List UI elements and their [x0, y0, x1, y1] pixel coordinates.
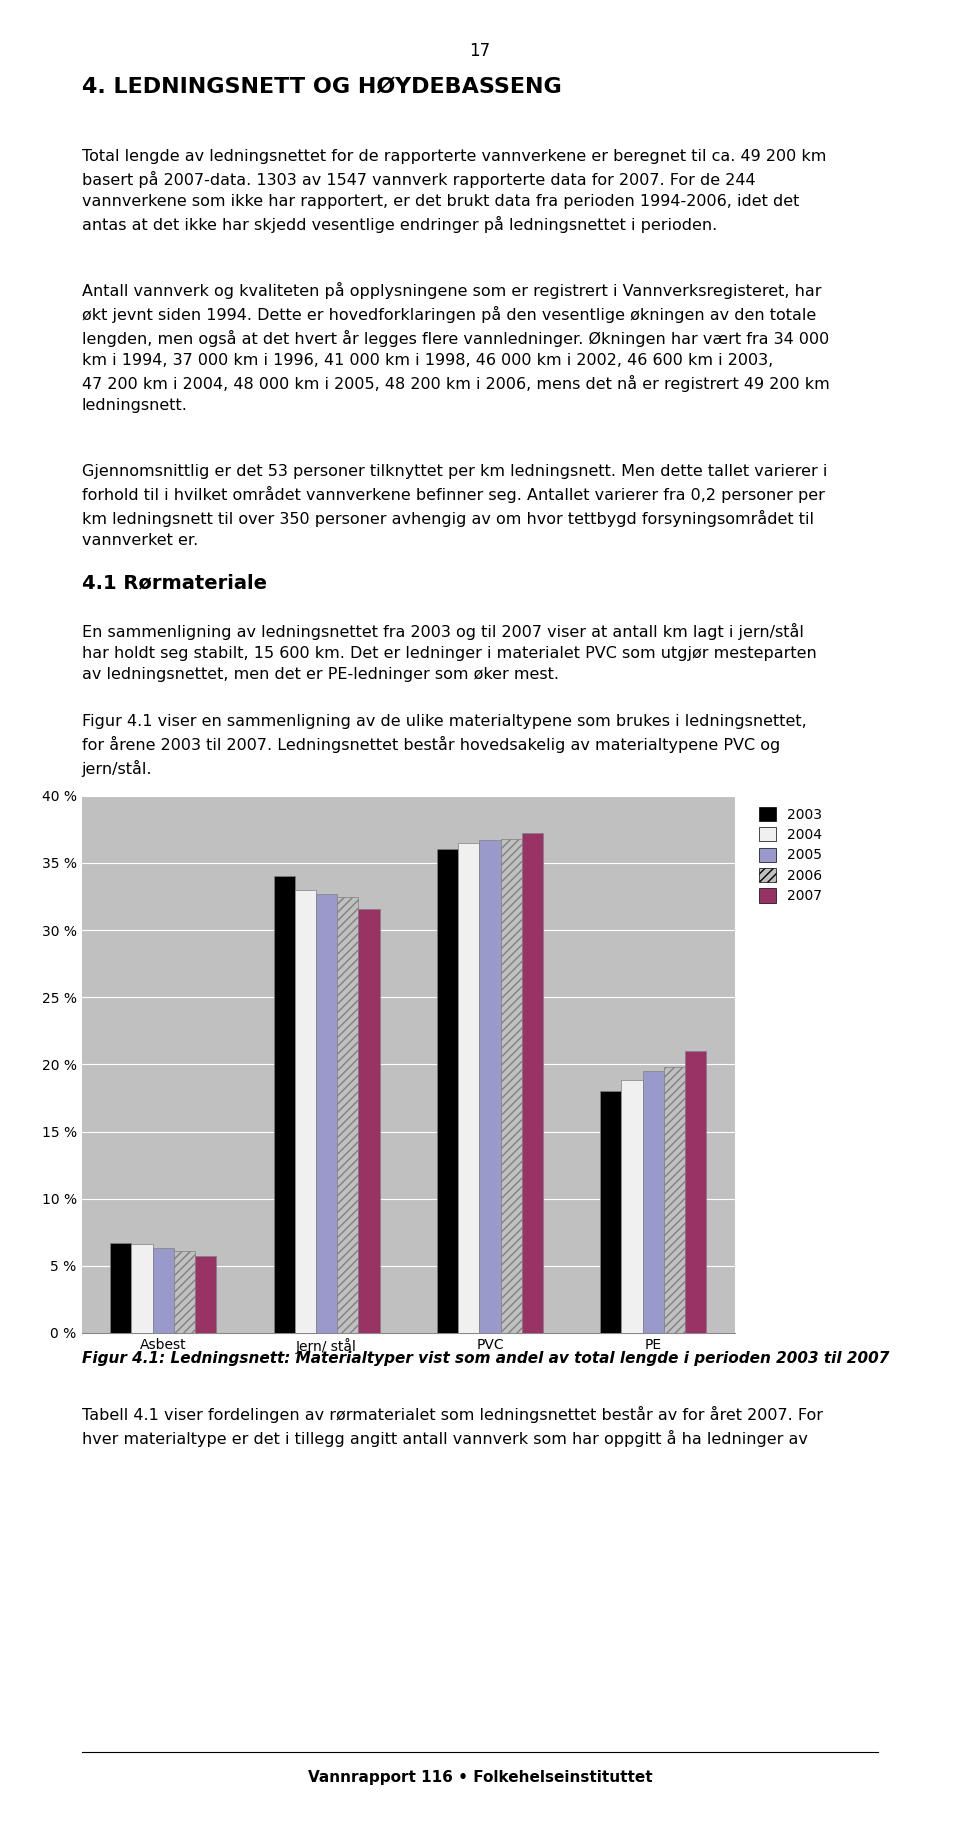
Legend: 2003, 2004, 2005, 2006, 2007: 2003, 2004, 2005, 2006, 2007 — [755, 803, 827, 907]
Bar — [664, 1067, 685, 1333]
Bar — [337, 896, 358, 1333]
Text: Total lengde av ledningsnettet for de rapporterte vannverkene er beregnet til ca: Total lengde av ledningsnettet for de ra… — [82, 149, 826, 233]
Bar — [132, 1244, 153, 1333]
Text: 17: 17 — [469, 42, 491, 60]
Bar — [621, 1080, 642, 1333]
Bar — [295, 890, 316, 1333]
Text: Vannrapport 116 • Folkehelseinstituttet: Vannrapport 116 • Folkehelseinstituttet — [308, 1770, 652, 1785]
Text: Antall vannverk og kvaliteten på opplysningene som er registrert i Vannverksregi: Antall vannverk og kvaliteten på opplysn… — [82, 282, 829, 413]
Bar — [437, 849, 458, 1333]
Bar — [642, 1071, 664, 1333]
Bar — [316, 894, 337, 1333]
Text: Tabell 4.1 viser fordelingen av rørmaterialet som ledningsnettet består av for å: Tabell 4.1 viser fordelingen av rørmater… — [82, 1406, 823, 1448]
Bar — [600, 1091, 621, 1333]
Bar — [153, 1249, 174, 1333]
Bar — [358, 909, 380, 1333]
Text: En sammenligning av ledningsnettet fra 2003 og til 2007 viser at antall km lagt : En sammenligning av ledningsnettet fra 2… — [82, 623, 816, 681]
Bar — [110, 1244, 132, 1333]
Bar — [500, 839, 522, 1333]
Bar — [522, 834, 543, 1333]
Text: Gjennomsnittlig er det 53 personer tilknyttet per km ledningsnett. Men dette tal: Gjennomsnittlig er det 53 personer tilkn… — [82, 464, 827, 548]
Bar — [174, 1251, 195, 1333]
Bar — [685, 1051, 707, 1333]
Text: Figur 4.1 viser en sammenligning av de ulike materialtypene som brukes i ledning: Figur 4.1 viser en sammenligning av de u… — [82, 714, 806, 778]
Bar — [458, 843, 479, 1333]
Bar — [195, 1256, 216, 1333]
Text: 4.1 Rørmateriale: 4.1 Rørmateriale — [82, 574, 267, 592]
Bar — [479, 839, 500, 1333]
Text: 4. LEDNINGSNETT OG HØYDEBASSENG: 4. LEDNINGSNETT OG HØYDEBASSENG — [82, 76, 562, 97]
Bar — [274, 876, 295, 1333]
Text: Figur 4.1: Ledningsnett: Materialtyper vist som andel av total lengde i perioden: Figur 4.1: Ledningsnett: Materialtyper v… — [82, 1351, 889, 1366]
